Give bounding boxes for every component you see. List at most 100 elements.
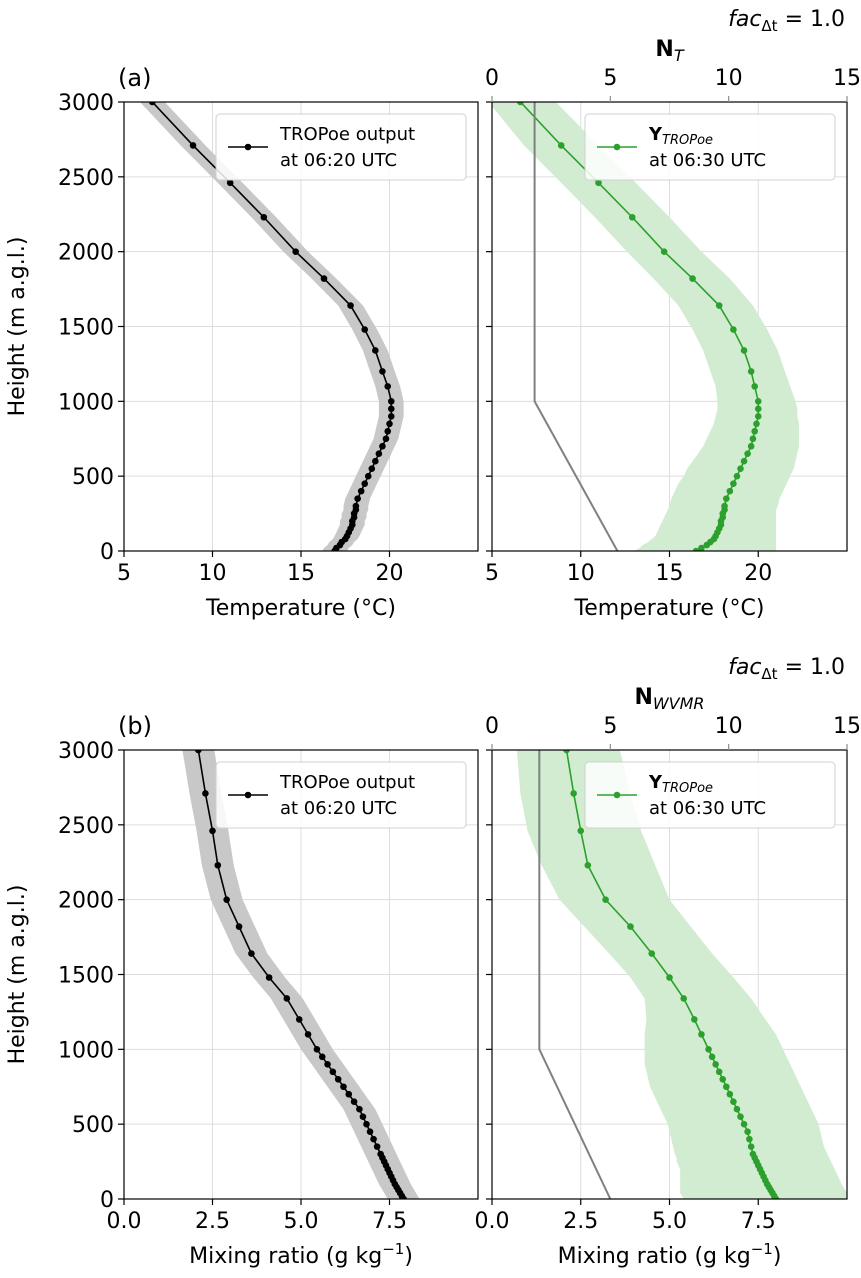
data-point: [747, 368, 755, 375]
data-point: [740, 1120, 748, 1128]
top-tick-label: 10: [715, 714, 743, 739]
y-tick-label: 3000: [58, 91, 114, 116]
x-tick-label: 0.0: [107, 1209, 142, 1234]
data-point: [730, 1098, 737, 1106]
fac-annotation-base: fac: [728, 7, 761, 32]
data-point: [372, 457, 379, 465]
data-point: [372, 347, 379, 354]
data-point: [352, 502, 360, 510]
data-point: [754, 398, 762, 405]
top-tick-label: 5: [603, 714, 617, 739]
legend-label-sub: TROPoe: [662, 781, 713, 796]
data-point: [740, 347, 748, 354]
data-point: [747, 442, 755, 450]
plot-area: [182, 750, 420, 1199]
data-point: [602, 896, 609, 903]
data-point: [354, 495, 361, 502]
data-point: [721, 502, 728, 510]
legend-text-line2: at 06:20 UTC: [280, 798, 397, 819]
data-point: [719, 1075, 727, 1083]
plot-area: [139, 102, 404, 551]
data-point: [715, 1068, 723, 1076]
x-axis-label: Mixing ratio (g kg−1): [189, 1240, 413, 1269]
x-tick-label: 5: [485, 561, 499, 586]
n-profile-line: [533, 102, 619, 551]
panel-3: 0.0 2.5 5.0 7.5 Mixing ratio (g kg−1) 0 5 10 15 N…: [475, 655, 861, 1269]
data-point: [715, 302, 723, 309]
data-point: [357, 487, 365, 495]
y-tick-label: 1500: [58, 964, 114, 989]
legend-text-line1: TROPoe output: [279, 772, 415, 793]
fac-annotation: facΔt = 1.0: [728, 655, 845, 683]
data-point: [517, 102, 524, 106]
data-point: [723, 495, 730, 502]
fac-annotation-sub: Δt: [761, 665, 777, 683]
uncertainty-band: [139, 102, 404, 551]
x-tick-label: 5.0: [652, 1209, 687, 1234]
top-axis-label-base: N: [634, 685, 652, 710]
data-point: [361, 480, 369, 487]
data-point: [318, 1053, 326, 1061]
data-point: [386, 420, 393, 428]
y-tick-label: 2000: [58, 241, 114, 266]
legend-label-base: Y: [648, 124, 663, 145]
x-axis-label: Temperature (°C): [574, 596, 765, 621]
top-axis-label-sub: WVMR: [653, 694, 705, 713]
y-tick-label: 1500: [58, 316, 114, 341]
top-tick-label: 0: [485, 66, 499, 91]
data-point: [746, 1135, 753, 1143]
legend-box: [215, 761, 467, 829]
top-axis-label: NT: [655, 37, 684, 65]
data-point: [754, 413, 762, 420]
data-point: [712, 1061, 719, 1068]
y-tick-label: 500: [72, 465, 114, 490]
legend-box: [584, 761, 836, 829]
x-tick-label: 7.5: [372, 1209, 407, 1234]
y-tick-label: 2500: [58, 166, 114, 191]
data-point: [692, 547, 700, 551]
legend-box: [215, 113, 467, 181]
panel-label: (a): [118, 64, 151, 92]
legend-text-line1: YTROPoe: [648, 772, 713, 796]
data-point: [749, 1150, 757, 1158]
data-point: [740, 457, 748, 465]
data-point: [754, 405, 762, 413]
legend: TROPoe output at 06:20 UTC: [215, 761, 467, 829]
x-tick-label: 5: [117, 561, 131, 586]
data-point: [577, 827, 585, 835]
data-point: [698, 544, 705, 551]
x-axis-label-sup: −1: [382, 1240, 404, 1258]
data-point: [382, 435, 390, 443]
data-point: [733, 1105, 741, 1113]
y-tick-label: 2500: [58, 814, 114, 839]
data-point: [223, 896, 230, 903]
data-point: [361, 326, 369, 333]
data-point: [248, 950, 255, 957]
data-point: [347, 302, 354, 309]
x-axis-label-end: ): [773, 1244, 782, 1269]
panel-2: 0.0 2.5 5.0 7.5 0 500 1000 1500 2000 2500 3000 Heig…: [5, 712, 479, 1269]
data-point: [375, 450, 383, 458]
x-axis-label-base: Mixing ratio (g kg: [558, 1244, 751, 1269]
data-point: [149, 102, 156, 106]
data-point: [628, 213, 636, 221]
fac-annotation: facΔt = 1.0: [728, 7, 845, 35]
x-tick-label: 15: [287, 561, 315, 586]
legend-text-line2: at 06:20 UTC: [280, 150, 397, 171]
data-point: [570, 790, 577, 797]
data-point: [195, 750, 202, 754]
fac-annotation-rest: = 1.0: [778, 655, 845, 680]
data-point: [283, 995, 291, 1002]
x-tick-label: 20: [376, 561, 404, 586]
plot-area: [492, 102, 800, 551]
data-point: [737, 1113, 744, 1120]
data-point: [384, 383, 392, 390]
x-tick-label: 2.5: [563, 1209, 598, 1234]
data-point: [202, 790, 209, 797]
data-point: [226, 179, 234, 187]
data-point: [313, 1046, 321, 1053]
y-tick-label: 0: [100, 1188, 114, 1213]
data-point: [595, 179, 602, 187]
